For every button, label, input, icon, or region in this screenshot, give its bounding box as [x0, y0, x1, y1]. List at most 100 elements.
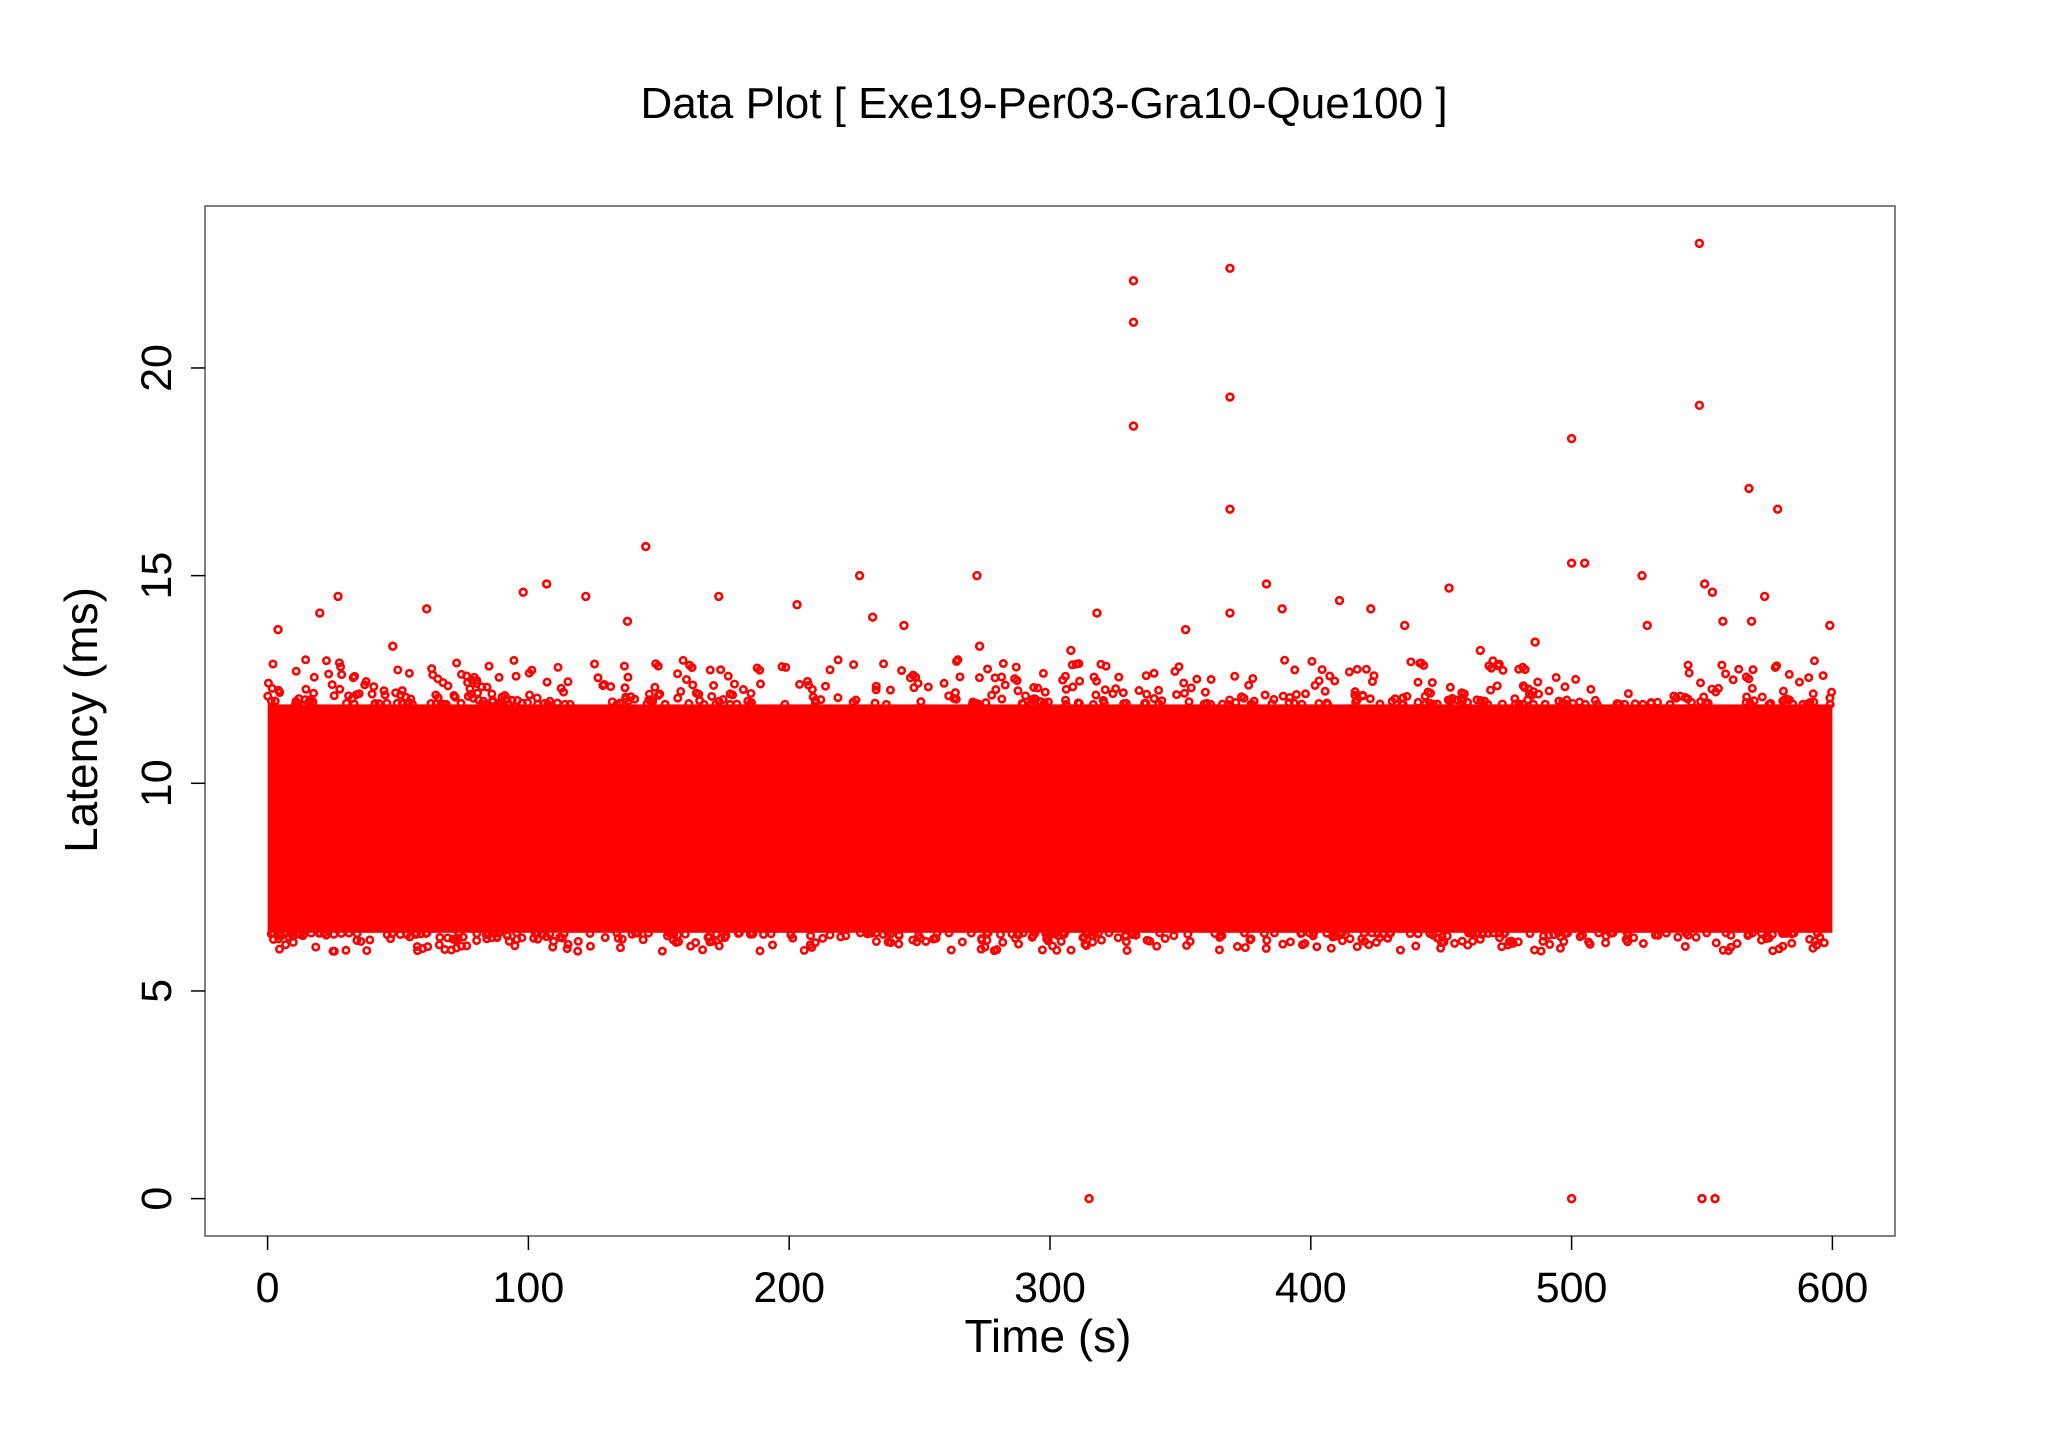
band-edge-point	[1104, 928, 1114, 938]
band-edge-point	[1029, 694, 1039, 704]
band-edge-point	[991, 685, 1001, 695]
band-edge-point	[1528, 699, 1538, 709]
band-edge-point	[1037, 945, 1047, 955]
band-edge-point	[676, 686, 686, 696]
band-edge-point	[362, 946, 372, 956]
x-axis-label: Time (s)	[965, 1310, 1132, 1362]
data-point	[1225, 392, 1235, 402]
band-edge-point	[1819, 938, 1829, 948]
band-edge-point	[1262, 935, 1272, 945]
band-edge-point	[851, 695, 861, 705]
band-edge-point	[755, 946, 765, 956]
band-edge-point	[648, 696, 658, 706]
band-edge-point	[370, 699, 380, 709]
band-edge-point	[718, 694, 728, 704]
data-point	[641, 541, 651, 552]
band-edge-point	[1320, 686, 1330, 696]
band-edge-point	[1492, 681, 1502, 691]
data-point	[1225, 608, 1235, 618]
band-edge-point	[977, 935, 987, 945]
band-edge-point	[562, 944, 572, 954]
band-edge-point	[807, 684, 817, 694]
band-edge-point	[1192, 674, 1202, 684]
band-edge-point	[1081, 941, 1091, 951]
band-edge-point	[473, 688, 483, 698]
band-edge-point	[423, 942, 433, 952]
y-tick-label: 20	[133, 344, 181, 392]
band-edge-point	[755, 665, 765, 675]
band-edge-point	[1684, 668, 1694, 678]
band-edge-point	[395, 929, 405, 939]
band-edge-point	[705, 665, 715, 675]
band-edge-point	[1259, 928, 1269, 938]
band-edge-point	[1040, 687, 1050, 697]
band-edge-point	[1039, 698, 1049, 708]
band-edge-point	[1787, 938, 1797, 948]
y-axis-label: Latency (ms)	[55, 587, 107, 853]
data-point	[581, 591, 591, 602]
band-edge-point	[1669, 691, 1679, 701]
band-edge-point	[894, 939, 904, 949]
band-edge-point	[615, 943, 625, 953]
band-edge-point	[780, 699, 790, 709]
band-edge-point	[1540, 699, 1550, 709]
band-edge-point	[1428, 930, 1438, 940]
band-edge-point	[1810, 936, 1820, 946]
band-edge-point	[1179, 688, 1189, 698]
band-edge-point	[1571, 674, 1581, 684]
band-edge-point	[1122, 946, 1132, 956]
band-edge-point	[990, 673, 1000, 683]
band-edge-point	[972, 699, 982, 709]
data-point	[421, 604, 432, 614]
band-edge-point	[694, 689, 704, 699]
band-edge-point	[511, 671, 521, 681]
band-edge-point	[1695, 678, 1705, 688]
band-edge-point	[1536, 946, 1546, 956]
band-edge-point	[1183, 929, 1193, 939]
band-edge-point	[643, 928, 653, 938]
data-point	[1566, 558, 1577, 568]
band-edge-point	[1472, 695, 1482, 705]
band-edge-point	[1172, 690, 1182, 700]
band-edge-point	[894, 930, 904, 940]
band-edge-point	[393, 665, 403, 675]
band-edge-point	[951, 694, 961, 704]
band-edge-point	[422, 928, 432, 938]
band-edge-point	[382, 698, 392, 708]
band-edge-point	[1322, 928, 1332, 938]
band-edge-point	[1200, 687, 1210, 697]
band-edge-point	[1406, 657, 1416, 667]
data-point	[1772, 504, 1783, 514]
data-point	[1128, 421, 1139, 431]
x-tick-label: 100	[493, 1264, 565, 1312]
data-point	[1334, 595, 1345, 606]
band-edge-point	[334, 658, 344, 668]
band-edge-point	[1012, 676, 1022, 686]
band-edge-point	[1673, 932, 1683, 942]
band-edge-point	[931, 933, 941, 943]
band-edge-point	[349, 699, 359, 709]
band-edge-point	[379, 686, 389, 696]
band-edge-point	[870, 698, 880, 708]
band-edge-point	[1766, 698, 1776, 708]
band-edge-point	[1646, 698, 1656, 708]
band-edge-point	[653, 661, 663, 671]
data-point	[518, 587, 528, 597]
data-point	[867, 612, 878, 622]
band-edge-point	[298, 931, 308, 941]
data-point	[1694, 400, 1705, 411]
band-edge-point	[916, 697, 926, 707]
band-edge-point	[598, 681, 608, 691]
band-edge-point	[1778, 696, 1788, 706]
band-edge-point	[585, 941, 595, 951]
band-edge-point	[721, 931, 731, 941]
band-edge-point	[1721, 669, 1731, 679]
band-edge-point	[1744, 929, 1754, 939]
band-edge-point	[352, 929, 362, 939]
band-edge-point	[1742, 692, 1752, 702]
band-edge-point	[541, 932, 551, 942]
band-edge-point	[309, 688, 319, 698]
band-edge-point	[291, 666, 301, 676]
band-edge-point	[1497, 699, 1507, 709]
data-point	[1092, 608, 1102, 618]
